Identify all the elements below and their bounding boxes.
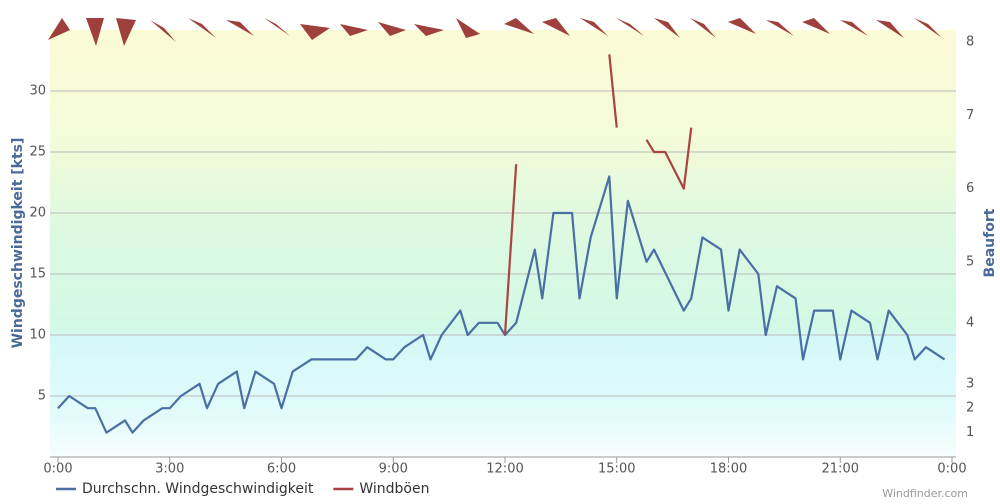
legend-label: Durchschn. Windgeschwindigkeit <box>82 481 314 497</box>
y2-axis-title: Beaufort <box>982 208 998 277</box>
x-tick-label: 15:00 <box>598 462 635 477</box>
arrow <box>840 20 868 36</box>
arrow <box>340 24 368 36</box>
y2-tick-label: 8 <box>966 35 974 50</box>
arrow <box>116 18 136 46</box>
arrow <box>300 24 330 40</box>
x-tick-label: 18:00 <box>710 462 747 477</box>
watermark: Windfinder.com <box>882 487 968 500</box>
arrow <box>728 18 756 34</box>
y2-tick-label: 2 <box>966 401 974 416</box>
y2-tick-label: 6 <box>966 181 974 196</box>
x-tick-label: 6:00 <box>267 462 296 477</box>
series-line <box>503 54 693 336</box>
x-tick-label: 12:00 <box>486 462 523 477</box>
y2-tick-label: 7 <box>966 108 974 123</box>
x-tick-label: 3:00 <box>155 462 184 477</box>
x-tick-label: 9:00 <box>379 462 408 477</box>
arrow <box>654 18 680 38</box>
x-tick-label: 0:00 <box>43 462 72 477</box>
arrow <box>150 20 176 42</box>
arrow <box>264 18 290 36</box>
arrow <box>226 20 254 36</box>
arrow <box>504 18 534 34</box>
arrow <box>188 18 216 38</box>
y2-tick-label: 3 <box>966 376 974 391</box>
arrow <box>766 20 794 36</box>
y2-tick-label: 4 <box>966 315 974 330</box>
arrow <box>456 18 480 38</box>
y-tick-label: 5 <box>38 389 46 404</box>
y2-tick-label: 5 <box>966 254 974 269</box>
arrow <box>690 18 716 38</box>
y-tick-label: 20 <box>29 206 46 221</box>
x-tick-label: 21:00 <box>822 462 859 477</box>
x-tick-label: 0:00 <box>937 462 966 477</box>
y-tick-label: 15 <box>29 267 46 282</box>
wind-direction-arrows <box>48 18 942 46</box>
arrow <box>616 18 644 36</box>
legend-label: Windböen <box>359 481 429 497</box>
y-tick-label: 25 <box>29 145 46 160</box>
series-line <box>57 175 946 434</box>
arrow <box>802 18 830 34</box>
arrow <box>48 18 70 40</box>
arrow <box>378 22 406 36</box>
y-tick-label: 30 <box>29 84 46 99</box>
arrow <box>580 18 608 36</box>
y2-tick-label: 1 <box>966 425 974 440</box>
arrow <box>86 18 104 46</box>
arrow <box>542 18 570 36</box>
y-axis-title: Windgeschwindigkeit [kts] <box>10 138 26 349</box>
arrow <box>914 18 942 38</box>
arrow <box>876 20 904 38</box>
arrow <box>414 24 444 36</box>
y-tick-label: 10 <box>29 328 46 343</box>
